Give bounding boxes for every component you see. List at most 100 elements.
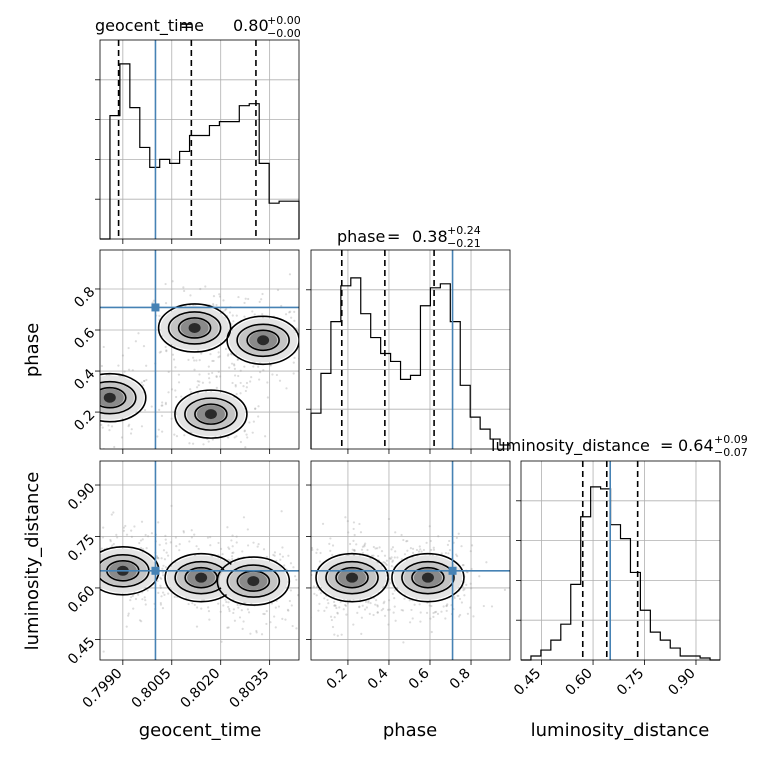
scatter-point	[227, 558, 230, 561]
grid	[521, 461, 720, 660]
scatter-point	[472, 615, 475, 618]
scatter-point	[352, 539, 355, 543]
scatter-point	[177, 373, 181, 376]
density-blob	[247, 576, 260, 587]
scatter-point	[376, 547, 379, 550]
scatter-point	[93, 533, 95, 535]
scatter-point	[96, 388, 98, 390]
scatter-point	[366, 548, 369, 552]
scatter-point	[66, 433, 68, 435]
scatter-point	[145, 378, 148, 382]
scatter-point	[368, 612, 371, 615]
scatter-point	[200, 607, 203, 610]
scatter-point	[292, 361, 295, 364]
scatter-point	[342, 608, 345, 611]
scatter-point	[458, 597, 462, 601]
scatter-point	[158, 314, 161, 317]
title-luminosity-distance-median: 0.64	[678, 436, 714, 455]
scatter-point	[352, 623, 355, 626]
scatter-point	[163, 593, 166, 596]
scatter-point	[295, 327, 298, 330]
scatter-point	[252, 420, 255, 423]
scatter-point	[401, 609, 405, 612]
scatter-point	[374, 547, 377, 550]
scatter-point	[96, 611, 98, 613]
x-axis-label-luminosity-distance: luminosity_distance	[531, 720, 710, 741]
scatter-point	[127, 614, 130, 617]
scatter-point	[128, 423, 131, 426]
panel-phase-vs-luminosity-distance: 0.2 0.4 0.6 0.8	[306, 460, 511, 693]
scatter-point	[130, 529, 133, 532]
density-blob	[103, 392, 116, 403]
scatter-point	[257, 365, 260, 368]
scatter-point	[215, 375, 218, 378]
scatter-point	[160, 577, 163, 581]
scatter-point	[133, 525, 136, 528]
scatter-point	[243, 430, 246, 433]
title-geocent-time: geocent_time = 0.80 +0.00 −0.00	[95, 14, 301, 40]
scatter-point	[295, 578, 298, 581]
scatter-point	[91, 573, 93, 575]
scatter-point	[172, 358, 176, 361]
svg-text:=: =	[180, 16, 193, 35]
scatter-point	[92, 409, 94, 411]
hist-frame	[310, 249, 511, 450]
scatter-point	[198, 373, 201, 376]
scatter-point	[138, 619, 142, 622]
x-tick-label: 0.6	[406, 665, 433, 692]
y-tick-label: 0.60	[65, 583, 98, 616]
scatter-point	[157, 557, 160, 560]
scatter-point	[141, 547, 145, 551]
scatter-point	[358, 606, 361, 609]
scatter-point	[408, 599, 411, 602]
density	[311, 516, 510, 644]
scatter-point	[370, 554, 374, 557]
scatter-point	[122, 529, 125, 532]
scatter-point	[87, 577, 89, 579]
scatter-point	[314, 360, 316, 362]
scatter-point	[254, 407, 257, 411]
scatter-point	[353, 549, 356, 552]
scatter-point	[208, 450, 210, 452]
scatter-point	[212, 359, 215, 363]
scatter-point	[228, 547, 231, 550]
scatter-point	[202, 599, 206, 602]
scatter-point	[257, 415, 260, 418]
scatter-point	[165, 542, 168, 545]
scatter-point	[116, 536, 119, 539]
scatter-point	[400, 533, 403, 537]
truth-marker	[151, 303, 160, 312]
scatter-point	[162, 549, 166, 552]
scatter-point	[157, 428, 160, 431]
scatter-point	[219, 547, 223, 551]
scatter-point	[208, 618, 211, 621]
scatter-point	[252, 365, 255, 368]
scatter-point	[361, 545, 365, 548]
scatter-point	[321, 522, 325, 525]
scatter-point	[84, 611, 86, 613]
scatter-point	[227, 626, 230, 629]
scatter-point	[402, 641, 405, 644]
scatter-point	[171, 353, 175, 356]
scatter-point	[156, 579, 159, 583]
scatter-point	[428, 525, 431, 528]
scatter-point	[269, 621, 272, 624]
scatter-point	[226, 452, 228, 454]
scatter-point	[353, 549, 356, 552]
scatter-point	[140, 620, 143, 623]
scatter-point	[201, 456, 203, 458]
scatter-point	[409, 547, 413, 550]
scatter-point	[246, 528, 249, 531]
scatter-point	[87, 401, 89, 403]
scatter-point	[242, 516, 246, 519]
scatter-point	[98, 575, 100, 577]
scatter-point	[159, 601, 162, 605]
scatter-point	[227, 601, 230, 604]
density-blob	[257, 335, 270, 346]
scatter-point	[387, 608, 390, 611]
scatter-point	[161, 401, 164, 404]
scatter-point	[245, 386, 248, 389]
scatter-point	[456, 594, 459, 597]
scatter-point	[98, 544, 100, 546]
scatter-point	[159, 576, 162, 579]
